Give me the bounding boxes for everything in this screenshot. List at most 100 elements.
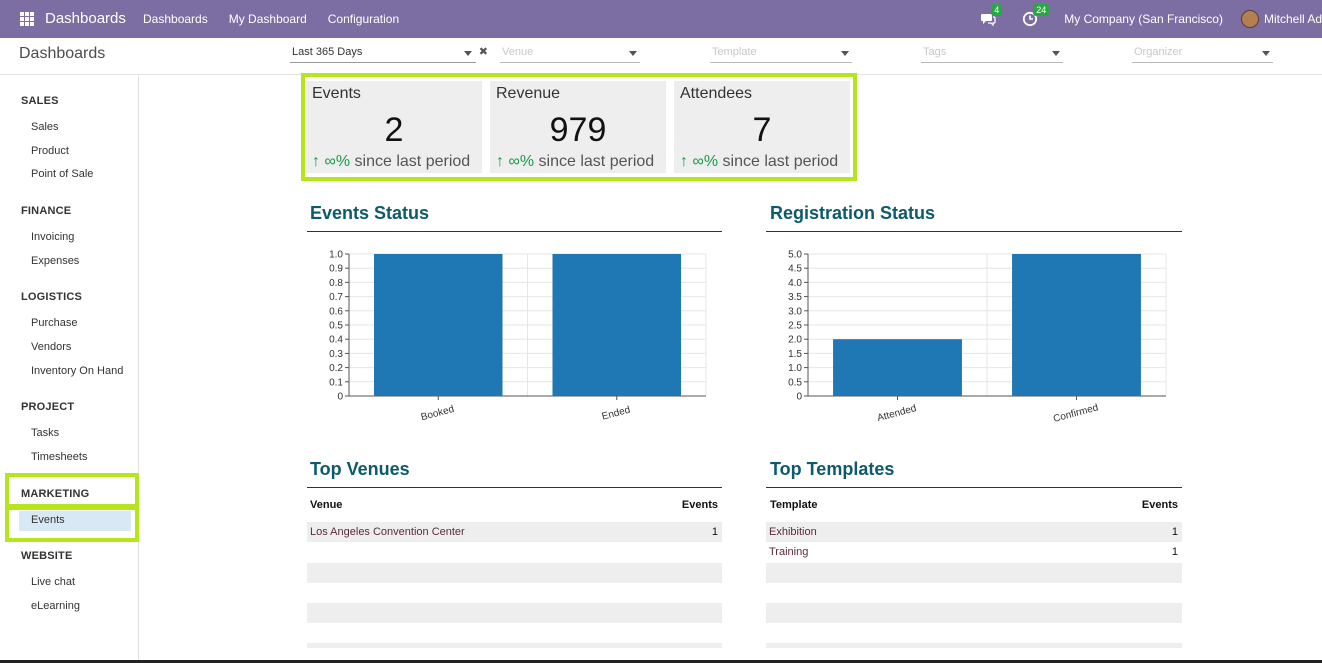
kpi-card-revenue[interactable]: Revenue 979 ↑ ∞% since last period xyxy=(490,81,666,173)
registration-status-chart-svg: 0 0.5 1.0 1.5 2.0 2.5 3.0 3.5 4.0 4.5 5.0 Attended C… xyxy=(788,250,1167,425)
sidebar-item-expenses[interactable]: Expenses xyxy=(31,255,80,267)
x-tick-label: Confirmed xyxy=(1052,402,1099,425)
messages-icon[interactable]: 4 xyxy=(980,4,1003,27)
y-tick-label: 3.5 xyxy=(788,292,802,303)
kpi-trend: ↑ ∞% since last period xyxy=(680,153,838,171)
sidebar-item-point-of-sale[interactable]: Point of Sale xyxy=(31,168,94,180)
sidebar-item-events[interactable]: Events xyxy=(31,514,65,526)
organizer-filter-placeholder: Organizer xyxy=(1134,46,1183,58)
kpi-card-attendees[interactable]: Attendees 7 ↑ ∞% since last period xyxy=(674,81,850,173)
organizer-filter[interactable]: Organizer xyxy=(1132,46,1273,63)
arrow-up-icon: ↑ xyxy=(496,153,504,170)
divider xyxy=(766,231,1182,232)
sidebar-item-timesheets[interactable]: Timesheets xyxy=(31,451,88,463)
y-tick-label: 2.5 xyxy=(788,321,802,332)
company-switcher[interactable]: My Company (San Francisco) xyxy=(1064,12,1223,26)
venue-events-count: 1 xyxy=(711,526,718,538)
x-tick-label: Attended xyxy=(876,403,918,424)
activity-clock-icon[interactable]: 24 xyxy=(1022,4,1050,27)
sidebar-item-sales[interactable]: Sales xyxy=(31,121,59,133)
main-menu: Dashboards My Dashboard Configuration xyxy=(143,12,420,26)
kpi-trend-percent: ∞% xyxy=(324,153,351,170)
section-project: PROJECT xyxy=(21,401,75,413)
clear-icon[interactable]: ✖ xyxy=(478,46,488,58)
kpi-highlight-box: Events 2 ↑ ∞% since last period Revenue … xyxy=(301,73,857,181)
user-menu[interactable]: Mitchell Ad xyxy=(1263,12,1322,26)
template-name[interactable]: Training xyxy=(769,546,809,558)
template-name[interactable]: Exhibition xyxy=(769,526,817,538)
systray: 4 24 My Company (San Francisco) Mitchell… xyxy=(980,0,1322,38)
top-templates-table: Template Events Exhibition 1 Training 1 xyxy=(766,488,1182,648)
activity-badge: 24 xyxy=(1033,4,1050,16)
dashboard-sidebar: SALES Sales Product Point of Sale FINANC… xyxy=(0,76,139,663)
tags-filter[interactable]: Tags xyxy=(921,46,1063,63)
top-templates-title: Top Templates xyxy=(770,459,895,479)
menu-dashboards[interactable]: Dashboards xyxy=(143,12,208,26)
arrow-up-icon: ↑ xyxy=(312,153,320,170)
table-row[interactable] xyxy=(766,522,1182,542)
venue-name[interactable]: Los Angeles Convention Center xyxy=(310,526,465,538)
sidebar-item-purchase[interactable]: Purchase xyxy=(31,317,78,329)
page-title: Dashboards xyxy=(19,45,106,62)
kpi-trend-text: since last period xyxy=(722,153,839,170)
user-avatar[interactable] xyxy=(1240,10,1259,28)
column-header-events[interactable]: Events xyxy=(1141,499,1178,511)
y-tick-label: 5.0 xyxy=(788,250,802,261)
bar xyxy=(373,254,503,396)
bar xyxy=(552,254,682,396)
app-brand[interactable]: Dashboards xyxy=(45,10,126,27)
column-header-template[interactable]: Template xyxy=(770,499,818,511)
period-filter-value: Last 365 Days xyxy=(292,46,363,58)
y-tick-label: 0.6 xyxy=(329,306,343,317)
empty-row xyxy=(307,603,722,623)
kpi-trend: ↑ ∞% since last period xyxy=(312,153,470,171)
sidebar-item-inventory-on-hand[interactable]: Inventory On Hand xyxy=(31,365,124,377)
divider xyxy=(307,231,722,232)
y-tick-label: 1.0 xyxy=(788,363,802,374)
y-tick-label: 4.0 xyxy=(788,278,802,289)
x-tick-label: Ended xyxy=(601,405,632,423)
events-highlight xyxy=(5,506,139,542)
y-tick-label: 1.0 xyxy=(329,250,343,261)
period-filter[interactable]: Last 365 Days ✖ xyxy=(290,46,488,63)
sidebar-item-invoicing[interactable]: Invoicing xyxy=(31,231,75,243)
chevron-down-icon xyxy=(629,51,637,56)
column-header-venue[interactable]: Venue xyxy=(310,499,343,511)
registration-status-chart: 0 0.5 1.0 1.5 2.0 2.5 3.0 3.5 4.0 4.5 5.0 Attended C… xyxy=(766,240,1182,430)
chevron-down-icon xyxy=(841,51,849,56)
menu-my-dashboard[interactable]: My Dashboard xyxy=(228,12,307,26)
sidebar-item-tasks[interactable]: Tasks xyxy=(31,427,60,439)
sidebar-item-live-chat[interactable]: Live chat xyxy=(31,576,76,588)
venue-filter[interactable]: Venue xyxy=(500,46,640,63)
section-finance: FINANCE xyxy=(21,205,72,217)
kpi-trend: ↑ ∞% since last period xyxy=(496,153,654,171)
template-filter[interactable]: Template xyxy=(710,46,852,63)
control-panel: Dashboards Last 365 Days ✖ Venue Templat… xyxy=(0,38,1322,75)
kpi-value: 979 xyxy=(549,111,607,149)
kpi-label: Revenue xyxy=(496,85,561,102)
apps-menu-icon[interactable] xyxy=(20,12,34,26)
y-tick-label: 0.4 xyxy=(329,335,343,346)
empty-row xyxy=(307,563,722,583)
venue-filter-placeholder: Venue xyxy=(502,46,534,58)
section-marketing: MARKETING xyxy=(21,488,90,500)
empty-row xyxy=(766,563,1182,583)
sidebar-item-vendors[interactable]: Vendors xyxy=(31,341,72,353)
empty-row xyxy=(766,603,1182,623)
y-tick-label: 3.0 xyxy=(788,306,802,317)
kpi-card-events[interactable]: Events 2 ↑ ∞% since last period xyxy=(306,81,482,173)
y-tick-label: 0.5 xyxy=(329,321,343,332)
kpi-trend-percent: ∞% xyxy=(508,153,535,170)
chevron-down-icon xyxy=(464,51,472,56)
empty-row xyxy=(307,643,722,648)
sidebar-item-elearning[interactable]: eLearning xyxy=(31,600,80,612)
menu-configuration[interactable]: Configuration xyxy=(327,12,400,26)
kpi-label: Attendees xyxy=(680,85,753,102)
sidebar-item-product[interactable]: Product xyxy=(31,145,69,157)
table-row[interactable] xyxy=(307,522,722,542)
top-venues-title: Top Venues xyxy=(310,459,410,479)
bar xyxy=(1012,254,1141,396)
chevron-down-icon xyxy=(1262,51,1270,56)
column-header-events[interactable]: Events xyxy=(681,499,718,511)
section-logistics: LOGISTICS xyxy=(21,291,83,303)
